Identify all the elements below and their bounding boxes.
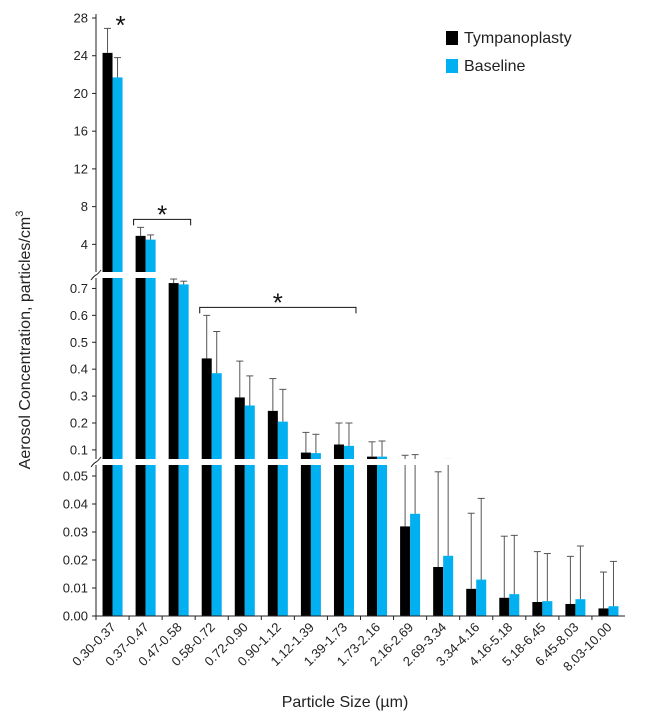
bar-baseline-2 [178, 284, 189, 616]
bar-baseline-14 [575, 599, 586, 616]
bar-tympanoplasty-14 [565, 603, 576, 616]
bar-baseline-12 [509, 594, 520, 616]
bar-tympanoplasty-10 [433, 567, 444, 616]
bar-tympanoplasty-12 [499, 597, 510, 616]
legend-label-baseline: Baseline [464, 58, 525, 75]
y-axis-title: Aerosol Concentration, particles/cm3 [14, 211, 34, 470]
bar-tympanoplasty-11 [466, 588, 477, 616]
bar-baseline-9 [410, 513, 421, 616]
bar-tympanoplasty-15 [598, 608, 609, 616]
y-tick-label: 0.03 [63, 525, 88, 540]
y-tick-label: 12 [74, 161, 88, 176]
y-tick-label: 0.02 [63, 553, 88, 568]
bar-baseline-1 [145, 239, 156, 616]
bar-tympanoplasty-5 [267, 410, 278, 616]
bar-baseline-0 [112, 77, 123, 617]
significance-star-0: * [115, 10, 125, 40]
bar-baseline-5 [277, 421, 288, 616]
bar-baseline-11 [476, 579, 487, 616]
bar-baseline-15 [608, 606, 619, 616]
y-axis-title-text: Aerosol Concentration, particles/cm [17, 217, 34, 470]
y-tick-label: 24 [74, 48, 88, 63]
y-tick-label: 0.04 [63, 497, 88, 512]
bar-baseline-6 [310, 453, 321, 616]
y-tick-label: 28 [74, 11, 88, 26]
legend-swatch-tympanoplasty [446, 31, 458, 45]
legend-label-tympanoplasty: Tympanoplasty [464, 30, 572, 47]
bar-baseline-4 [244, 405, 255, 616]
bar-tympanoplasty-2 [168, 283, 179, 616]
y-tick-label: 0.3 [70, 389, 88, 404]
x-axis-title: Particle Size (µm) [282, 694, 409, 711]
bar-tympanoplasty-9 [400, 526, 411, 616]
legend-swatch-baseline [446, 59, 458, 73]
y-tick-label: 0.01 [63, 581, 88, 596]
axis-break-mark-0 [90, 456, 102, 468]
bar-baseline-7 [343, 445, 354, 616]
bars-layer [102, 27, 619, 617]
bar-tympanoplasty-7 [333, 444, 344, 616]
bar-tympanoplasty-8 [367, 456, 378, 616]
y-axis-title-superscript: 3 [14, 211, 26, 217]
y-tick-label: 8 [81, 199, 88, 214]
y-tick-label: 16 [74, 124, 88, 139]
significance-star-2: * [273, 287, 283, 317]
bar-baseline-13 [542, 601, 553, 616]
y-tick-label: 0.5 [70, 335, 88, 350]
y-tick-label: 4 [81, 237, 88, 252]
bar-baseline-8 [377, 456, 388, 616]
y-tick-label: 0.1 [70, 442, 88, 457]
bar-tympanoplasty-6 [300, 452, 311, 616]
bar-tympanoplasty-0 [102, 52, 113, 617]
bar-tympanoplasty-4 [234, 397, 245, 616]
bar-tympanoplasty-13 [532, 602, 543, 616]
y-tick-label: 0.00 [63, 609, 88, 624]
bar-baseline-10 [443, 555, 454, 616]
significance-star-1: * [157, 199, 167, 229]
axis-break-gap-1 [90, 272, 629, 278]
significance-bracket-1 [133, 218, 192, 226]
significance-annotations: * * * [115, 10, 357, 317]
bar-tympanoplasty-1 [135, 235, 146, 617]
y-tick-label: 0.4 [70, 362, 88, 377]
axis-break-mark-1 [90, 269, 102, 281]
bar-tympanoplasty-3 [201, 358, 212, 616]
significance-bracket-2 [199, 306, 357, 314]
y-tick-label: 0.05 [63, 469, 88, 484]
y-tick-label: 20 [74, 86, 88, 101]
axis-break-gap-0 [90, 459, 629, 465]
y-tick-label: 0.6 [70, 308, 88, 323]
y-tick-label: 0.7 [70, 281, 88, 296]
legend: Tympanoplasty Baseline [446, 30, 572, 75]
bar-baseline-3 [211, 373, 222, 616]
y-tick-label: 0.2 [70, 415, 88, 430]
